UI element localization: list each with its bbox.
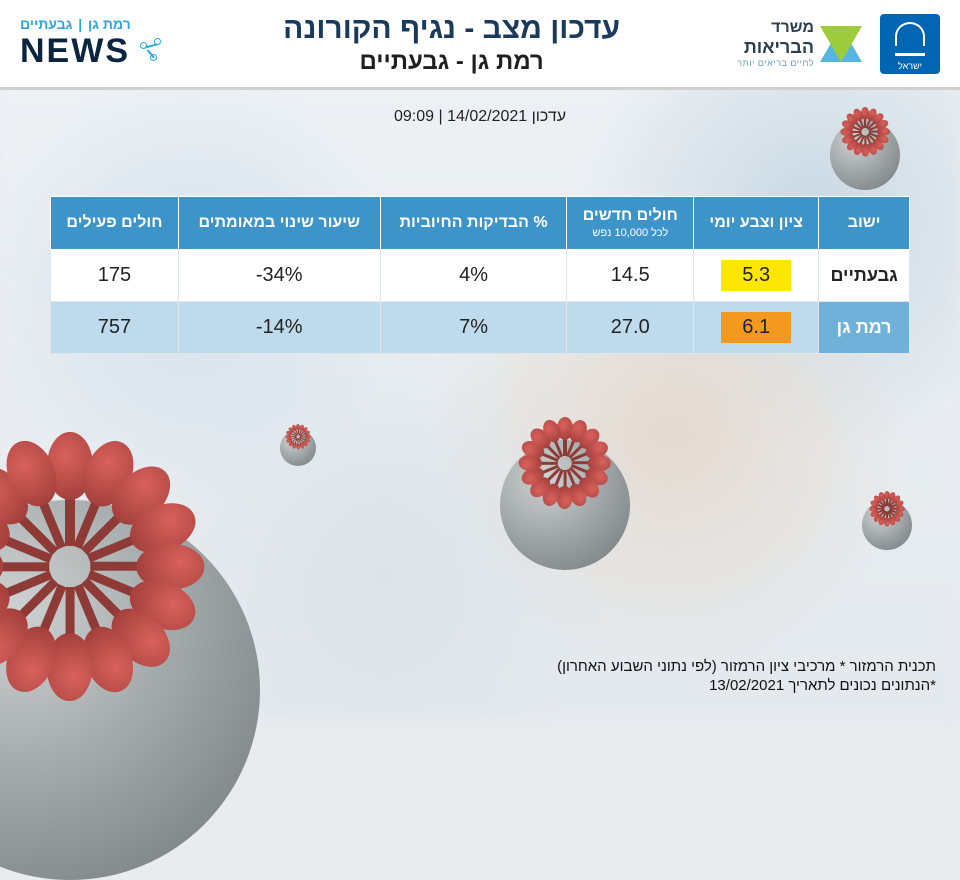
update-prefix: עדכון: [532, 108, 566, 125]
score-badge: 5.3: [721, 260, 791, 291]
cell-score: 6.1: [694, 302, 819, 354]
moh-star-icon: [820, 23, 862, 65]
footer-line-2: *הנתונים נכונים לתאריך 13/02/2021: [557, 677, 936, 694]
cell-city: רמת גן: [819, 302, 910, 354]
cell-new-cases: 27.0: [567, 302, 694, 354]
update-time: 09:09: [394, 108, 434, 125]
header-title: עדכון מצב - נגיף הקורונה רמת גן - גבעתיי…: [166, 12, 737, 76]
title-sub: רמת גן - גבעתיים: [166, 48, 737, 76]
cell-new-cases: 14.5: [567, 250, 694, 302]
moh-text-1: משרד: [737, 19, 814, 37]
update-date: 14/02/2021: [447, 108, 527, 125]
news-top-2: גבעתיים: [20, 16, 72, 32]
col-score: ציון וצבע יומי: [694, 197, 819, 250]
virus-decoration-small: [280, 430, 316, 466]
table-header-row: ישוב ציון וצבע יומי חולים חדשים לכל 10,0…: [51, 197, 910, 250]
emblem-label: ישראל: [898, 61, 922, 71]
divider: |: [78, 16, 82, 32]
col-positive: % הבדיקות החיוביות: [380, 197, 567, 250]
virus-decoration-medium: [500, 440, 630, 570]
moh-tagline: לחיים בריאים יותר: [737, 58, 814, 68]
col-active: חולים פעילים: [51, 197, 179, 250]
virus-decoration-small: [830, 120, 900, 190]
virus-decoration-small: [862, 500, 912, 550]
israel-emblem-icon: ישראל: [880, 14, 940, 74]
corona-data-table: ישוב ציון וצבע יומי חולים חדשים לכל 10,0…: [50, 196, 910, 354]
cell-active: 757: [51, 302, 179, 354]
title-main: עדכון מצב - נגיף הקורונה: [166, 12, 737, 46]
header-logos: ישראל משרד הבריאות לחיים בריאים יותר: [737, 14, 940, 74]
col-city: ישוב: [819, 197, 910, 250]
update-sep: |: [438, 108, 442, 125]
cell-positive: 4%: [380, 250, 567, 302]
cell-positive: 7%: [380, 302, 567, 354]
col-new-cases: חולים חדשים לכל 10,000 נפש: [567, 197, 694, 250]
update-timestamp: עדכון 14/02/2021 | 09:09: [0, 108, 960, 126]
footer-line-1: תכנית הרמזור * מרכיבי ציון הרמזור (לפי נ…: [557, 658, 936, 675]
network-icon: [138, 38, 166, 66]
news-word: NEWS: [20, 32, 130, 71]
news-top-1: רמת גן: [88, 16, 131, 32]
table-row: רמת גן 6.1 27.0 7% -14% 757: [51, 302, 910, 354]
moh-text-2: הבריאות: [737, 37, 814, 58]
data-table-container: ישוב ציון וצבע יומי חולים חדשים לכל 10,0…: [50, 196, 910, 354]
ministry-of-health-logo: משרד הבריאות לחיים בריאים יותר: [737, 19, 862, 68]
col-change: שיעור שינוי במאומתים: [178, 197, 380, 250]
cell-city: גבעתיים: [819, 250, 910, 302]
cell-change: -14%: [178, 302, 380, 354]
news-logo: רמת גן | גבעתיים NEWS: [20, 16, 166, 71]
score-badge: 6.1: [721, 312, 791, 343]
footer-notes: תכנית הרמזור * מרכיבי ציון הרמזור (לפי נ…: [557, 656, 936, 694]
col-new-cases-label: חולים חדשים: [583, 207, 678, 224]
cell-change: -34%: [178, 250, 380, 302]
table-row: גבעתיים 5.3 14.5 4% -34% 175: [51, 250, 910, 302]
cell-active: 175: [51, 250, 179, 302]
header-bar: ישראל משרד הבריאות לחיים בריאים יותר עדכ…: [0, 0, 960, 90]
col-new-cases-sub: לכל 10,000 נפש: [575, 227, 685, 239]
cell-score: 5.3: [694, 250, 819, 302]
